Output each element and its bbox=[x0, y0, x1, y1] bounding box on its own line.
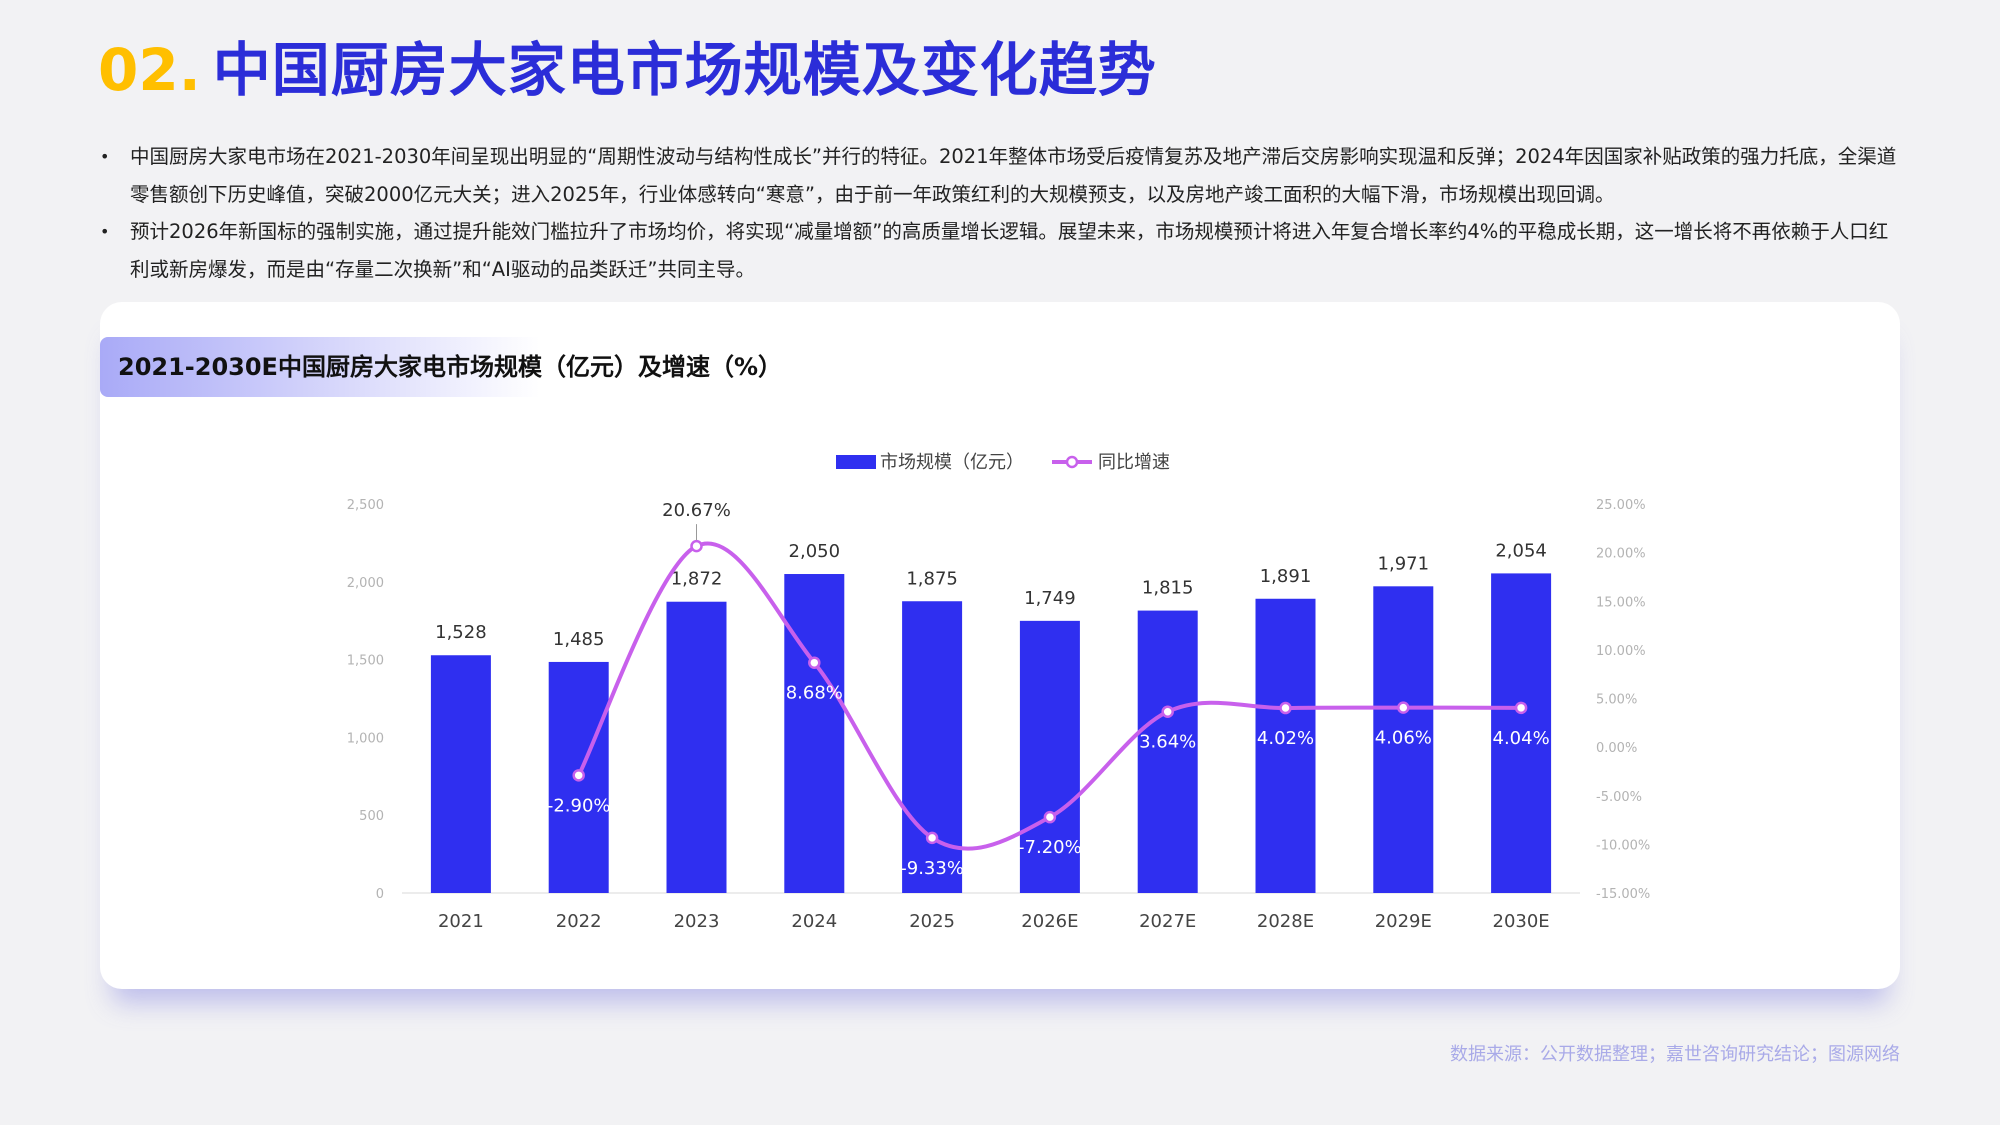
y-right-tick-label: 20.00% bbox=[1596, 547, 1646, 562]
x-tick-label: 2022 bbox=[556, 911, 602, 932]
bar bbox=[902, 601, 963, 893]
growth-value-label: 3.64% bbox=[1139, 732, 1196, 753]
bar bbox=[1255, 598, 1316, 893]
bar-value-label: 1,872 bbox=[671, 569, 723, 590]
x-tick-label: 2024 bbox=[791, 911, 837, 932]
section-number: 02. bbox=[98, 36, 201, 104]
bar-value-label: 1,749 bbox=[1024, 588, 1076, 609]
bar-value-label: 1,528 bbox=[435, 622, 487, 643]
y-left-tick-label: 0 bbox=[376, 887, 384, 902]
growth-value-label: 4.06% bbox=[1375, 728, 1432, 749]
page-title: 02. 中国厨房大家电市场规模及变化趋势 bbox=[98, 30, 1157, 110]
x-tick-label: 2023 bbox=[674, 911, 720, 932]
growth-value-label: -9.33% bbox=[900, 858, 964, 879]
growth-point bbox=[1397, 701, 1410, 714]
bar-value-label: 1,485 bbox=[553, 629, 605, 650]
growth-point bbox=[925, 831, 939, 845]
y-right-tick-label: 15.00% bbox=[1596, 595, 1646, 610]
section-title: 中国厨房大家电市场规模及变化趋势 bbox=[212, 36, 1157, 104]
bar bbox=[666, 601, 727, 893]
x-tick-label: 2025 bbox=[909, 911, 955, 932]
bar-value-label: 2,054 bbox=[1495, 540, 1547, 561]
bar bbox=[1137, 610, 1198, 893]
bar bbox=[1019, 620, 1080, 893]
bar bbox=[784, 574, 845, 893]
chart-title-bar bbox=[100, 337, 540, 397]
y-right-tick-label: -15.00% bbox=[1596, 887, 1650, 902]
y-right-tick-label: -5.00% bbox=[1596, 790, 1642, 805]
x-tick-label: 2030E bbox=[1493, 911, 1550, 932]
y-right-tick-label: -10.00% bbox=[1596, 838, 1650, 853]
growth-value-label: 4.04% bbox=[1493, 728, 1550, 749]
y-right-tick-label: 0.00% bbox=[1596, 741, 1637, 756]
bullet-text: 中国厨房大家电市场在2021-2030年间呈现出明显的“周期性波动与结构性成长”… bbox=[130, 145, 1897, 206]
growth-value-label: 8.68% bbox=[786, 683, 843, 704]
legend-bar-swatch bbox=[836, 455, 876, 469]
chart-card bbox=[100, 302, 1900, 989]
bullet-dot: • bbox=[100, 147, 110, 166]
growth-value-label: -7.20% bbox=[1018, 837, 1082, 858]
y-left-tick-label: 2,000 bbox=[347, 576, 384, 591]
growth-point bbox=[1514, 701, 1528, 715]
growth-point bbox=[1161, 705, 1174, 718]
bullet-dot: • bbox=[100, 222, 110, 241]
x-tick-label: 2026E bbox=[1021, 911, 1078, 932]
y-left-tick-label: 1,500 bbox=[347, 654, 384, 669]
x-tick-label: 2021 bbox=[438, 911, 484, 932]
y-right-tick-label: 25.00% bbox=[1596, 498, 1646, 513]
bar-value-label: 1,875 bbox=[906, 568, 958, 589]
growth-point bbox=[808, 656, 821, 669]
y-left-tick-label: 2,500 bbox=[347, 498, 384, 513]
bar bbox=[430, 655, 491, 893]
y-left-tick-label: 500 bbox=[359, 809, 384, 824]
growth-point bbox=[690, 539, 703, 553]
growth-point bbox=[572, 769, 585, 782]
growth-point bbox=[1043, 810, 1057, 824]
bullet-item: • 预计2026年新国标的强制实施，通过提升能效门槛拉升了市场均价，将实现“减量… bbox=[100, 213, 1900, 288]
x-tick-label: 2029E bbox=[1375, 911, 1432, 932]
legend-line-label: 同比增速 bbox=[1098, 452, 1170, 473]
bullet-text: 预计2026年新国标的强制实施，通过提升能效门槛拉升了市场均价，将实现“减量增额… bbox=[130, 220, 1889, 281]
bar-value-label: 2,050 bbox=[789, 541, 841, 562]
chart-title: 2021-2030E中国厨房大家电市场规模（亿元）及增速（%） bbox=[118, 353, 782, 381]
y-left-tick-label: 1,000 bbox=[347, 731, 384, 746]
data-source: 数据来源：公开数据整理；嘉世咨询研究结论；图源网络 bbox=[1450, 1044, 1900, 1065]
x-tick-label: 2027E bbox=[1139, 911, 1196, 932]
y-right-tick-label: 10.00% bbox=[1596, 644, 1646, 659]
growth-point bbox=[1279, 701, 1292, 715]
bar bbox=[1491, 573, 1552, 893]
bar bbox=[1373, 586, 1434, 893]
y-right-tick-label: 5.00% bbox=[1596, 693, 1637, 708]
bar-value-label: 1,891 bbox=[1260, 566, 1312, 587]
x-tick-label: 2028E bbox=[1257, 911, 1314, 932]
bullet-item: • 中国厨房大家电市场在2021-2030年间呈现出明显的“周期性波动与结构性成… bbox=[100, 138, 1900, 213]
bar-value-label: 1,971 bbox=[1378, 553, 1430, 574]
legend-bar-label: 市场规模（亿元） bbox=[880, 452, 1024, 473]
bar-value-label: 1,815 bbox=[1142, 578, 1194, 599]
legend-line-marker bbox=[1065, 455, 1079, 469]
growth-value-label: 4.02% bbox=[1257, 728, 1314, 749]
growth-value-label: -2.90% bbox=[547, 795, 611, 816]
summary-bullets: • 中国厨房大家电市场在2021-2030年间呈现出明显的“周期性波动与结构性成… bbox=[100, 138, 1900, 288]
growth-value-label: 20.67% bbox=[662, 500, 731, 521]
